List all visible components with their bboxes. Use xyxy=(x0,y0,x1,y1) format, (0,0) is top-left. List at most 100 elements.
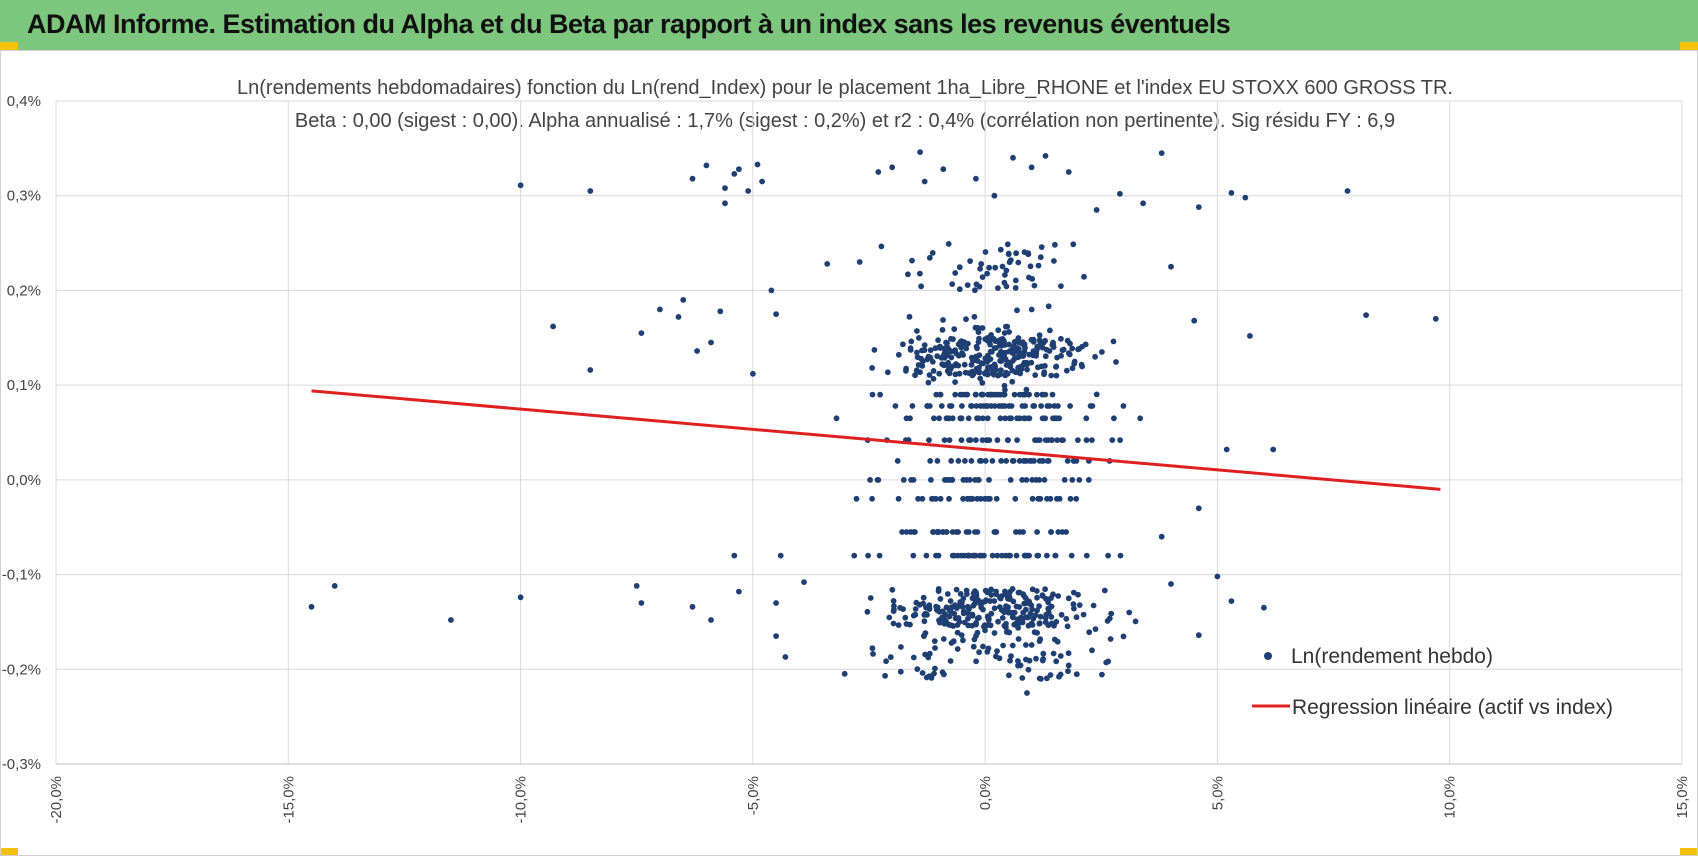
data-point xyxy=(1228,190,1235,196)
data-point xyxy=(988,592,995,598)
data-point xyxy=(914,666,921,672)
data-point xyxy=(1045,303,1052,310)
data-point xyxy=(1065,668,1071,675)
data-point xyxy=(988,586,994,593)
data-point xyxy=(1038,675,1044,682)
data-point xyxy=(926,606,933,612)
data-point xyxy=(1058,283,1064,289)
data-point xyxy=(1007,657,1013,664)
data-point xyxy=(980,606,986,613)
data-point xyxy=(986,477,992,483)
data-point xyxy=(587,188,594,194)
data-point xyxy=(1019,675,1026,681)
data-point xyxy=(1033,477,1040,483)
data-point xyxy=(1063,615,1070,622)
data-point xyxy=(1036,332,1043,339)
data-point xyxy=(1076,602,1083,608)
data-point xyxy=(1027,458,1033,464)
data-point xyxy=(1052,552,1059,559)
data-point xyxy=(1195,632,1202,639)
data-point xyxy=(867,595,874,601)
data-point xyxy=(1051,258,1057,264)
data-point xyxy=(841,670,848,677)
data-point xyxy=(1090,602,1097,609)
data-point xyxy=(946,370,953,377)
data-point xyxy=(969,372,976,379)
data-point xyxy=(874,477,881,483)
data-point xyxy=(948,622,955,629)
data-point xyxy=(908,338,915,345)
data-point xyxy=(998,367,1004,373)
data-point xyxy=(958,338,965,345)
data-point xyxy=(957,591,964,597)
data-point xyxy=(1003,458,1010,464)
data-point xyxy=(987,622,994,629)
data-point xyxy=(1168,581,1174,587)
data-point xyxy=(963,345,970,352)
data-point xyxy=(979,437,986,443)
data-point xyxy=(1009,586,1016,592)
data-point xyxy=(916,335,922,341)
data-point xyxy=(864,608,871,615)
data-point xyxy=(919,363,926,369)
y-axis: -0,3% -0,2% -0,1% 0,0% 0,1% 0,2% 0,3% 0,4% xyxy=(2,93,41,773)
data-point xyxy=(882,672,888,679)
data-point xyxy=(1029,495,1036,502)
data-point xyxy=(1003,620,1009,627)
data-point xyxy=(1005,251,1012,258)
data-point xyxy=(1054,354,1060,361)
data-point xyxy=(986,264,992,271)
data-point xyxy=(768,287,775,294)
data-point xyxy=(957,391,964,398)
data-point xyxy=(975,329,982,335)
data-point xyxy=(1036,603,1042,610)
data-point xyxy=(965,415,972,422)
data-point xyxy=(924,403,931,409)
data-point xyxy=(1067,403,1073,409)
data-point xyxy=(1033,588,1040,594)
data-point xyxy=(947,598,954,604)
data-point xyxy=(979,274,986,280)
data-point xyxy=(1001,330,1008,336)
data-point xyxy=(900,477,907,483)
data-point xyxy=(1011,339,1018,345)
data-point xyxy=(937,596,944,602)
data-point xyxy=(1061,477,1068,483)
data-point xyxy=(993,345,999,351)
data-point xyxy=(890,620,897,627)
data-point xyxy=(972,477,978,483)
data-point xyxy=(917,149,923,156)
data-point xyxy=(633,583,640,589)
data-point xyxy=(1006,629,1013,636)
data-point xyxy=(1168,263,1174,270)
data-point xyxy=(972,324,979,331)
data-point xyxy=(1039,415,1046,422)
data-point xyxy=(1022,344,1028,351)
data-point xyxy=(703,162,710,169)
data-point xyxy=(1080,611,1087,618)
data-point xyxy=(935,337,941,344)
data-point xyxy=(906,313,913,320)
x-tick-label: -15,0% xyxy=(280,776,297,824)
data-point xyxy=(948,335,954,342)
data-point xyxy=(964,391,971,398)
data-point xyxy=(964,603,971,610)
data-point xyxy=(929,358,936,365)
data-point xyxy=(944,591,951,597)
data-point xyxy=(983,597,989,604)
data-point xyxy=(1009,367,1016,374)
data-point xyxy=(1030,403,1037,409)
data-point xyxy=(736,166,742,173)
data-point xyxy=(930,368,937,374)
data-point xyxy=(657,306,663,313)
data-point xyxy=(1048,614,1055,620)
data-point xyxy=(979,391,986,398)
data-point xyxy=(989,458,996,464)
data-point xyxy=(869,645,876,652)
data-point xyxy=(1058,335,1064,342)
data-point xyxy=(750,370,756,377)
data-point xyxy=(638,600,645,606)
data-point xyxy=(986,357,992,363)
data-point xyxy=(1059,347,1066,354)
data-point xyxy=(759,178,765,185)
